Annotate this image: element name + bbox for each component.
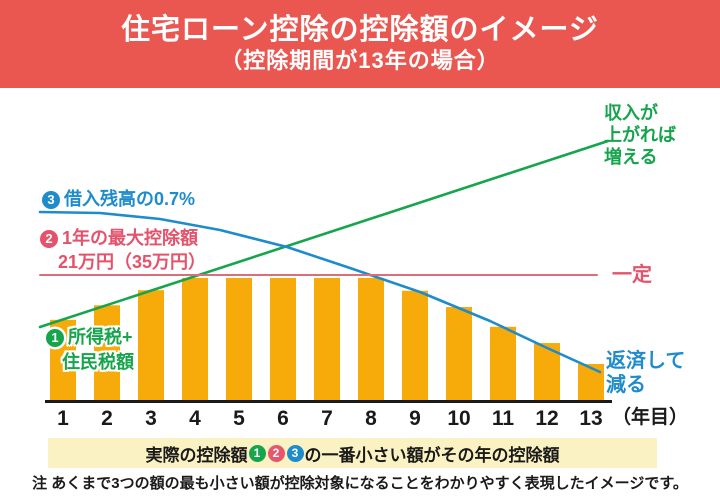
page-title: 住宅ローン控除の控除額のイメージ: [121, 13, 599, 46]
x-tick-10: 10: [447, 407, 470, 430]
loan-balance-line: [38, 210, 602, 374]
bar-year-10: [446, 307, 472, 400]
footnote: 注 あくまで3つの額の最も小さい額が控除対象になることをわかりやすく表現したイメ…: [32, 475, 688, 492]
max-deduction-label-line2: 21万円（35万円）: [58, 251, 207, 272]
income-tax-label-line2: 住民税額: [62, 351, 134, 372]
summary-banner: 実際の控除額 1 2 3 の一番小さい額がその年の控除額: [48, 438, 657, 468]
bar-year-4: [182, 278, 208, 400]
bar-year-7: [314, 278, 340, 400]
summary-prefix: 実際の控除額: [145, 445, 248, 465]
income-tax-label: 1 所得税+ 住民税額: [46, 327, 134, 374]
x-tick-13: 13: [579, 407, 602, 430]
bar-year-9: [402, 290, 428, 400]
summary-suffix: の一番小さい額がその年の控除額: [304, 445, 560, 465]
max-deduction-label: 2 1年の最大控除額 21万円（35万円）: [40, 228, 206, 274]
constant-label: 一定: [612, 264, 652, 286]
x-tick-1: 1: [57, 407, 69, 430]
circled-1-icon: 1: [248, 444, 266, 462]
bar-year-3: [138, 290, 164, 400]
bar-year-13: [578, 363, 604, 400]
income-line: [38, 139, 610, 329]
x-tick-11: 11: [492, 407, 515, 430]
circled-2-icon: 2: [267, 444, 285, 462]
circled-3-icon: 3: [286, 444, 304, 462]
max-deduction-label-line1: 1年の最大控除額: [62, 228, 199, 248]
x-tick-9: 9: [409, 407, 421, 430]
circled-1-icon: 1: [46, 328, 64, 347]
bar-year-6: [270, 278, 296, 400]
x-tick-12: 12: [535, 407, 558, 430]
income-tax-label-line1: 所得税+: [68, 327, 133, 347]
bar-year-5: [226, 278, 252, 400]
x-tick-7: 7: [321, 407, 333, 430]
x-tick-5: 5: [233, 407, 245, 430]
x-tick-4: 4: [189, 407, 201, 430]
circled-3-icon: 3: [42, 190, 60, 209]
x-tick-3: 3: [145, 407, 157, 430]
header-banner: 住宅ローン控除の控除額のイメージ （控除期間が13年の場合）: [0, 0, 720, 88]
bar-year-11: [490, 326, 516, 400]
bar-year-8: [358, 278, 384, 400]
x-tick-2: 2: [101, 407, 113, 430]
x-tick-8: 8: [365, 407, 377, 430]
bar-year-2: [94, 305, 120, 400]
x-tick-6: 6: [277, 407, 289, 430]
x-axis-unit-label: （年目）: [612, 407, 689, 428]
loan-balance-label-text: 借入残高の0.7%: [64, 189, 196, 209]
page-subtitle: （控除期間が13年の場合）: [220, 47, 500, 73]
income-rises-label: 収入が 上がれば 増える: [604, 103, 676, 167]
loan-balance-label: 3 借入残高の0.7%: [42, 189, 195, 211]
circled-2-icon: 2: [40, 229, 58, 248]
repay-decreases-label: 返済して 減る: [606, 350, 686, 397]
